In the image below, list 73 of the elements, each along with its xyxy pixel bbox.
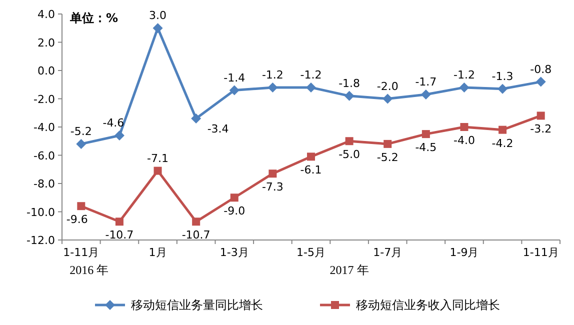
- point: [344, 90, 354, 101]
- point: [115, 218, 124, 226]
- x-tick-label: 1-11月: [522, 246, 559, 259]
- data-label: -5.0: [338, 148, 360, 162]
- point: [384, 140, 392, 148]
- y-tick-label: -8.0: [34, 178, 55, 190]
- data-label: -6.1: [300, 164, 322, 177]
- point: [152, 23, 163, 34]
- data-label: -1.2: [300, 68, 322, 82]
- point: [76, 138, 86, 149]
- data-label: -1.2: [262, 68, 284, 82]
- y-tick-label: -10.0: [26, 206, 55, 219]
- x-tick-label: 1-3月: [220, 246, 249, 259]
- data-label: -4.5: [415, 141, 437, 154]
- y-tick-label: 2.0: [38, 36, 55, 50]
- data-label: -5.2: [70, 124, 92, 138]
- data-label: -1.2: [453, 68, 475, 82]
- y-axis-title: 单位：%: [69, 11, 118, 25]
- data-label: -3.4: [207, 122, 229, 136]
- point: [536, 112, 545, 120]
- point: [307, 152, 315, 161]
- point: [268, 82, 278, 92]
- legend-label: 移动短信业务量同比增长: [131, 298, 263, 312]
- point: [77, 202, 86, 210]
- data-label: -7.1: [147, 152, 169, 165]
- data-label: 3.0: [149, 9, 167, 22]
- point: [420, 90, 431, 100]
- point: [459, 82, 470, 92]
- data-label: -5.2: [376, 150, 398, 164]
- data-label: -9.6: [66, 213, 88, 226]
- point: [229, 85, 240, 96]
- point: [191, 114, 202, 124]
- data-label: -4.2: [492, 136, 514, 150]
- y-tick-label: -4.0: [34, 121, 55, 134]
- point: [536, 76, 546, 87]
- data-label: -1.8: [338, 76, 360, 90]
- data-label: -10.7: [182, 228, 210, 242]
- data-label: -10.7: [105, 228, 134, 242]
- y-tick-label: -6.0: [34, 149, 55, 162]
- y-tick-label: 4.0: [38, 8, 55, 21]
- data-label: -7.3: [262, 180, 284, 194]
- data-label: -0.8: [530, 62, 552, 76]
- y-tick-label: -2.0: [34, 92, 55, 106]
- data-label: -4.0: [453, 134, 475, 147]
- point: [268, 170, 277, 178]
- x-tick-label: 1月: [148, 246, 167, 259]
- point: [345, 137, 354, 146]
- text: 2016 年: [70, 263, 109, 277]
- point: [230, 194, 238, 202]
- point: [422, 130, 430, 138]
- text: 2017 年: [330, 263, 369, 277]
- x-tick-label: 1-7月: [373, 246, 402, 259]
- data-label: -1.3: [492, 70, 514, 83]
- data-label: -1.7: [415, 76, 437, 89]
- point: [382, 94, 393, 104]
- x-tick-label: 1-11月: [63, 246, 100, 259]
- data-label: -3.2: [530, 122, 552, 136]
- data-label: -9.0: [224, 204, 246, 218]
- data-label: -2.0: [376, 80, 398, 93]
- point: [498, 84, 508, 94]
- point: [306, 82, 316, 92]
- point: [154, 166, 162, 175]
- data-label: -4.6: [102, 116, 124, 130]
- x-tick-label: 1-5月: [296, 246, 326, 259]
- x-tick-label: 1-9月: [450, 246, 479, 259]
- point: [460, 123, 468, 131]
- y-tick-label: 0.0: [38, 64, 55, 78]
- point: [114, 130, 124, 140]
- point: [192, 218, 200, 226]
- point: [498, 126, 507, 134]
- y-tick-label: -12.0: [26, 234, 55, 247]
- data-label: -1.4: [224, 71, 246, 84]
- legend-label: 移动短信业务收入同比增长: [356, 298, 500, 312]
